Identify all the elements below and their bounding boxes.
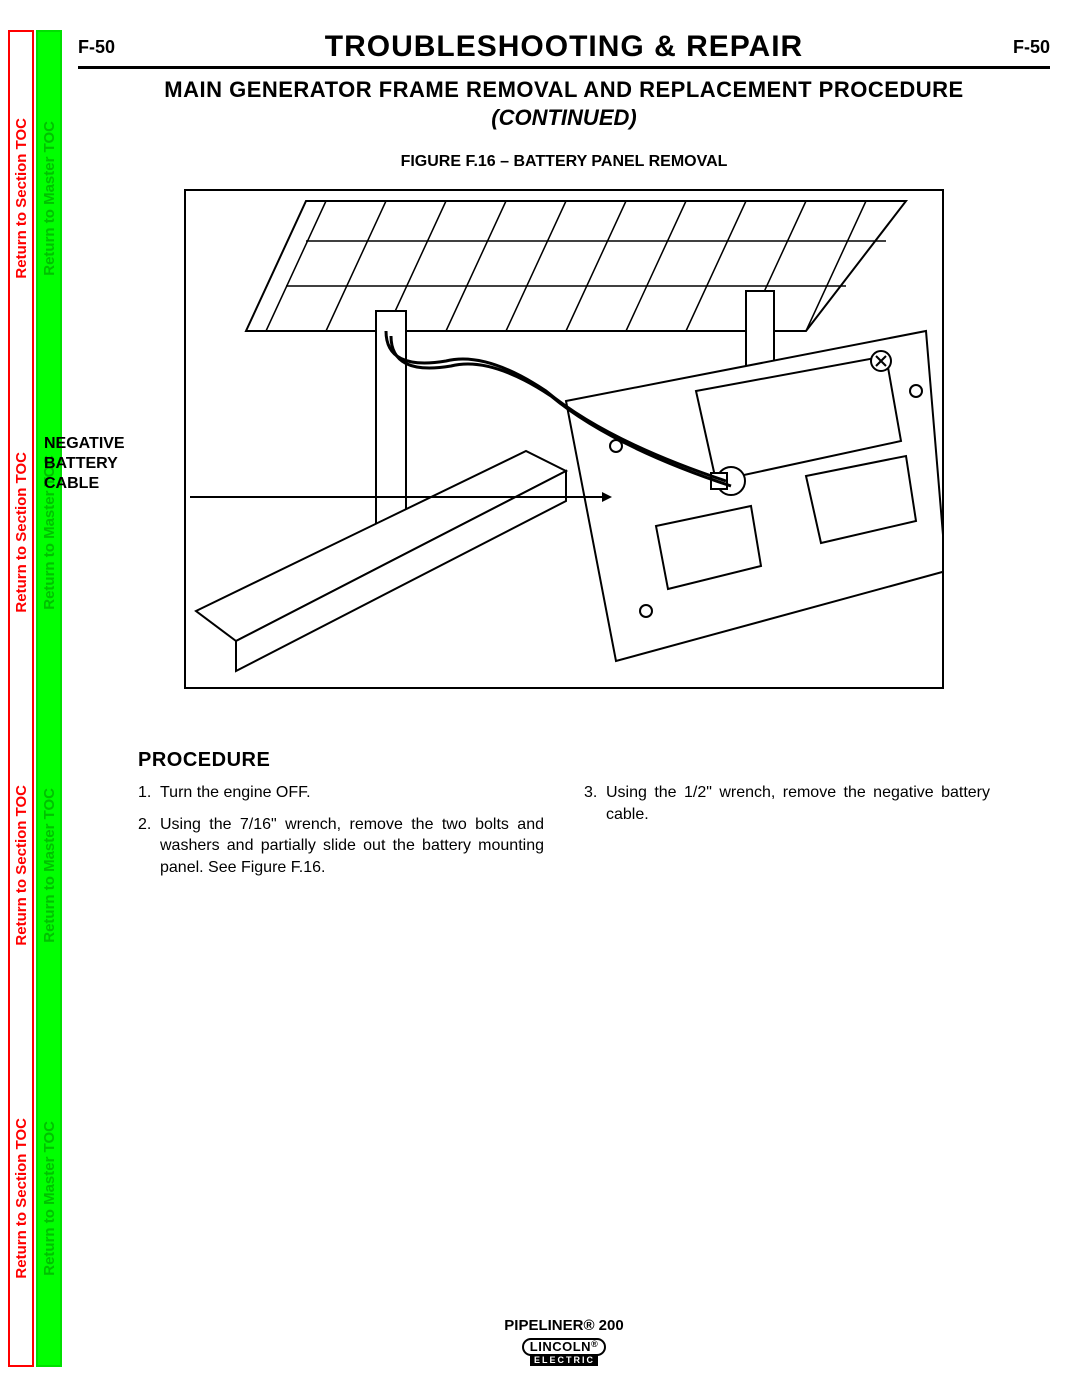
procedure-step: 3. Using the 1/2" wrench, remove the neg… bbox=[584, 782, 990, 825]
step-text: Using the 1/2" wrench, remove the negati… bbox=[606, 782, 990, 825]
step-text: Turn the engine OFF. bbox=[160, 782, 544, 804]
figure-caption: FIGURE F.16 – BATTERY PANEL REMOVAL bbox=[78, 153, 1050, 171]
master-toc-link[interactable]: Return to Master TOC bbox=[41, 788, 58, 943]
figure-container: NEGATIVE BATTERY CABLE bbox=[78, 189, 1050, 689]
continued-label: (CONTINUED) bbox=[78, 105, 1050, 131]
section-toc-link[interactable]: Return to Section TOC bbox=[13, 785, 30, 946]
brand-logo: LINCOLN® ELECTRIC bbox=[522, 1338, 606, 1366]
step-number: 3. bbox=[584, 782, 606, 825]
battery-panel-diagram bbox=[186, 191, 944, 689]
page-number-right: F-50 bbox=[990, 37, 1050, 58]
product-name: PIPELINER® 200 bbox=[78, 1317, 1050, 1334]
section-toc-link[interactable]: Return to Section TOC bbox=[13, 452, 30, 613]
procedure-column-left: 1. Turn the engine OFF. 2. Using the 7/1… bbox=[138, 782, 544, 888]
section-toc-tab-column: Return to Section TOC Return to Section … bbox=[8, 30, 34, 1367]
step-number: 2. bbox=[138, 814, 160, 879]
page-header: F-50 TROUBLESHOOTING & REPAIR F-50 bbox=[78, 30, 1050, 69]
procedure-columns: 1. Turn the engine OFF. 2. Using the 7/1… bbox=[138, 782, 990, 888]
figure-callout-label: NEGATIVE BATTERY CABLE bbox=[44, 434, 125, 494]
logo-text-bottom: ELECTRIC bbox=[530, 1354, 598, 1366]
callout-arrow bbox=[190, 496, 610, 498]
section-toc-link[interactable]: Return to Section TOC bbox=[13, 118, 30, 279]
procedure-step: 1. Turn the engine OFF. bbox=[138, 782, 544, 804]
procedure-step: 2. Using the 7/16" wrench, remove the tw… bbox=[138, 814, 544, 879]
section-toc-link[interactable]: Return to Section TOC bbox=[13, 1118, 30, 1279]
step-number: 1. bbox=[138, 782, 160, 804]
registered-mark: ® bbox=[591, 1339, 598, 1349]
page-title: TROUBLESHOOTING & REPAIR bbox=[138, 30, 990, 64]
section-subtitle: MAIN GENERATOR FRAME REMOVAL AND REPLACE… bbox=[78, 77, 1050, 103]
side-navigation-tabs: Return to Section TOC Return to Section … bbox=[8, 30, 62, 1367]
procedure-column-right: 3. Using the 1/2" wrench, remove the neg… bbox=[584, 782, 990, 888]
procedure-heading: PROCEDURE bbox=[138, 749, 990, 772]
master-toc-tab-column: Return to Master TOC Return to Master TO… bbox=[36, 30, 62, 1367]
step-text: Using the 7/16" wrench, remove the two b… bbox=[160, 814, 544, 879]
logo-text-top: LINCOLN® bbox=[522, 1338, 606, 1356]
callout-text: NEGATIVE bbox=[44, 434, 125, 454]
master-toc-link[interactable]: Return to Master TOC bbox=[41, 121, 58, 276]
callout-text: CABLE bbox=[44, 474, 125, 494]
page-content: F-50 TROUBLESHOOTING & REPAIR F-50 MAIN … bbox=[78, 30, 1050, 1367]
logo-brand: LINCOLN bbox=[530, 1339, 591, 1354]
page-footer: PIPELINER® 200 LINCOLN® ELECTRIC bbox=[78, 1317, 1050, 1367]
master-toc-link[interactable]: Return to Master TOC bbox=[41, 1121, 58, 1276]
procedure-section: PROCEDURE 1. Turn the engine OFF. 2. Usi… bbox=[78, 749, 1050, 888]
callout-text: BATTERY bbox=[44, 454, 125, 474]
figure-illustration bbox=[184, 189, 944, 689]
page-number-left: F-50 bbox=[78, 37, 138, 58]
